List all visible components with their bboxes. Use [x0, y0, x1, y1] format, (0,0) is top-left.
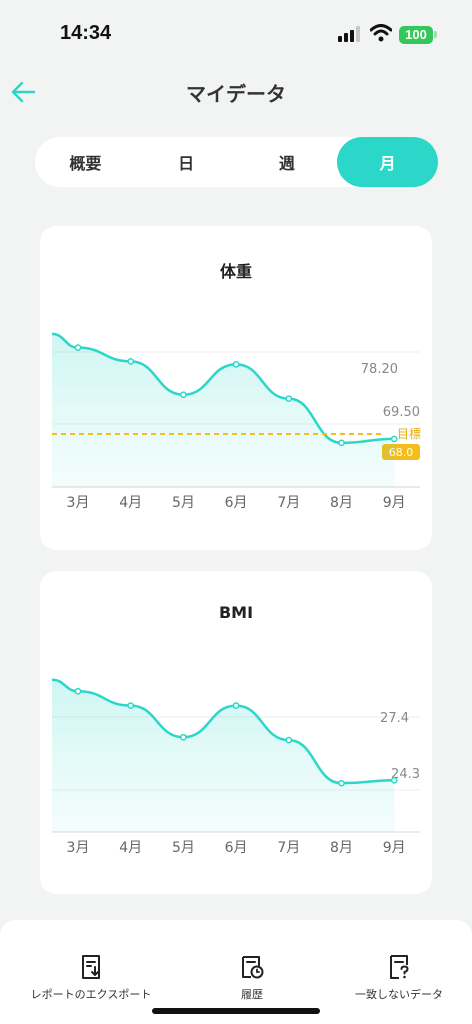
weight-x-tick-label: 8月 — [330, 495, 353, 511]
bmi-point — [127, 702, 135, 709]
bmi-x-tick-label: 5月 — [172, 840, 195, 856]
bmi-max-label: 27.4 — [380, 711, 409, 726]
bmi-point — [390, 776, 398, 784]
bmi-x-tick-label: 4月 — [119, 840, 142, 856]
weight-point — [180, 391, 187, 399]
segment-month[interactable]: 月 — [337, 137, 438, 187]
weight-x-tick-label: 6月 — [225, 495, 248, 511]
segment-week[interactable]: 週 — [278, 154, 295, 173]
history-button[interactable]: 履歴 — [214, 954, 290, 1002]
battery-indicator: 100 — [399, 26, 433, 44]
wifi-icon — [370, 24, 392, 42]
weight-x-tick-label: 5月 — [172, 495, 195, 511]
bottom-toolbar: レポートのエクスポート 履歴 一致しないデータ — [0, 920, 472, 1024]
weight-last-label: 69.50 — [383, 405, 420, 420]
bmi-point — [74, 687, 82, 695]
weight-x-tick-label: 4月 — [119, 495, 142, 511]
home-indicator — [152, 1008, 320, 1014]
page-title: マイデータ — [186, 82, 286, 106]
mismatch-data-button[interactable]: 一致しないデータ — [340, 954, 458, 1002]
export-report-icon — [82, 955, 100, 979]
battery-cap — [434, 31, 437, 38]
export-report-label: レポートのエクスポート — [30, 988, 152, 1001]
weight-point — [232, 360, 240, 368]
bmi-chart: 27.4 24.3 3月 4月 5月 6月 7月 8月 9月 — [51, 678, 420, 856]
segment-day[interactable]: 日 — [178, 154, 195, 173]
bmi-x-tick-label: 3月 — [67, 840, 90, 856]
mismatch-data-label: 一致しないデータ — [355, 988, 443, 1001]
history-icon — [242, 956, 264, 979]
weight-point — [127, 358, 135, 365]
nav-bar: マイデータ — [0, 70, 472, 112]
bmi-point — [338, 779, 345, 787]
goal-caption: 目標 — [397, 427, 421, 441]
bmi-x-tick-label: 8月 — [330, 840, 353, 856]
arrow-left-icon[interactable] — [10, 78, 38, 106]
bmi-point — [232, 702, 240, 709]
bmi-area-fill — [52, 679, 395, 832]
bmi-x-tick-label: 9月 — [383, 840, 406, 856]
bmi-last-label: 24.3 — [391, 767, 420, 782]
bmi-card[interactable]: BMI 27.4 24.3 3月 4月 5月 6月 7月 8月 9月 — [40, 571, 432, 894]
weight-point — [338, 439, 345, 447]
goal-value: 68.0 — [389, 446, 414, 459]
status-bar: 14:34 100 — [0, 0, 472, 70]
bmi-x-tick-label: 7月 — [277, 840, 300, 856]
weight-line — [51, 332, 395, 445]
weight-area-fill — [52, 333, 395, 487]
weight-card[interactable]: 体重 78.20 69.50 目標 68.0 3月 4月 5月 6月 7月 8月 9月 — [40, 226, 432, 550]
history-label: 履歴 — [241, 988, 263, 1001]
weight-point — [390, 435, 398, 443]
segment-overview[interactable]: 概要 — [69, 154, 102, 173]
bmi-point — [285, 736, 293, 744]
bmi-point — [180, 733, 187, 741]
export-report-button[interactable]: レポートのエクスポート — [22, 954, 160, 1002]
weight-max-label: 78.20 — [361, 362, 398, 377]
bmi-x-tick-label: 6月 — [225, 840, 248, 856]
weight-card-title: 体重 — [219, 262, 252, 281]
weight-point — [285, 395, 293, 403]
period-segmented-control: 概要 日 週 月 — [35, 137, 438, 187]
weight-x-tick-label: 7月 — [277, 495, 300, 511]
status-time: 14:34 — [60, 22, 112, 44]
bmi-line — [51, 678, 395, 785]
weight-x-tick-label: 9月 — [383, 495, 406, 511]
weight-x-tick-label: 3月 — [67, 495, 90, 511]
weight-point — [74, 344, 82, 351]
mismatch-data-icon — [390, 955, 409, 979]
cellular-signal-icon — [338, 26, 360, 42]
bmi-card-title: BMI — [218, 603, 254, 622]
weight-chart: 78.20 69.50 目標 68.0 3月 4月 5月 6月 7月 8月 9月 — [51, 332, 421, 511]
